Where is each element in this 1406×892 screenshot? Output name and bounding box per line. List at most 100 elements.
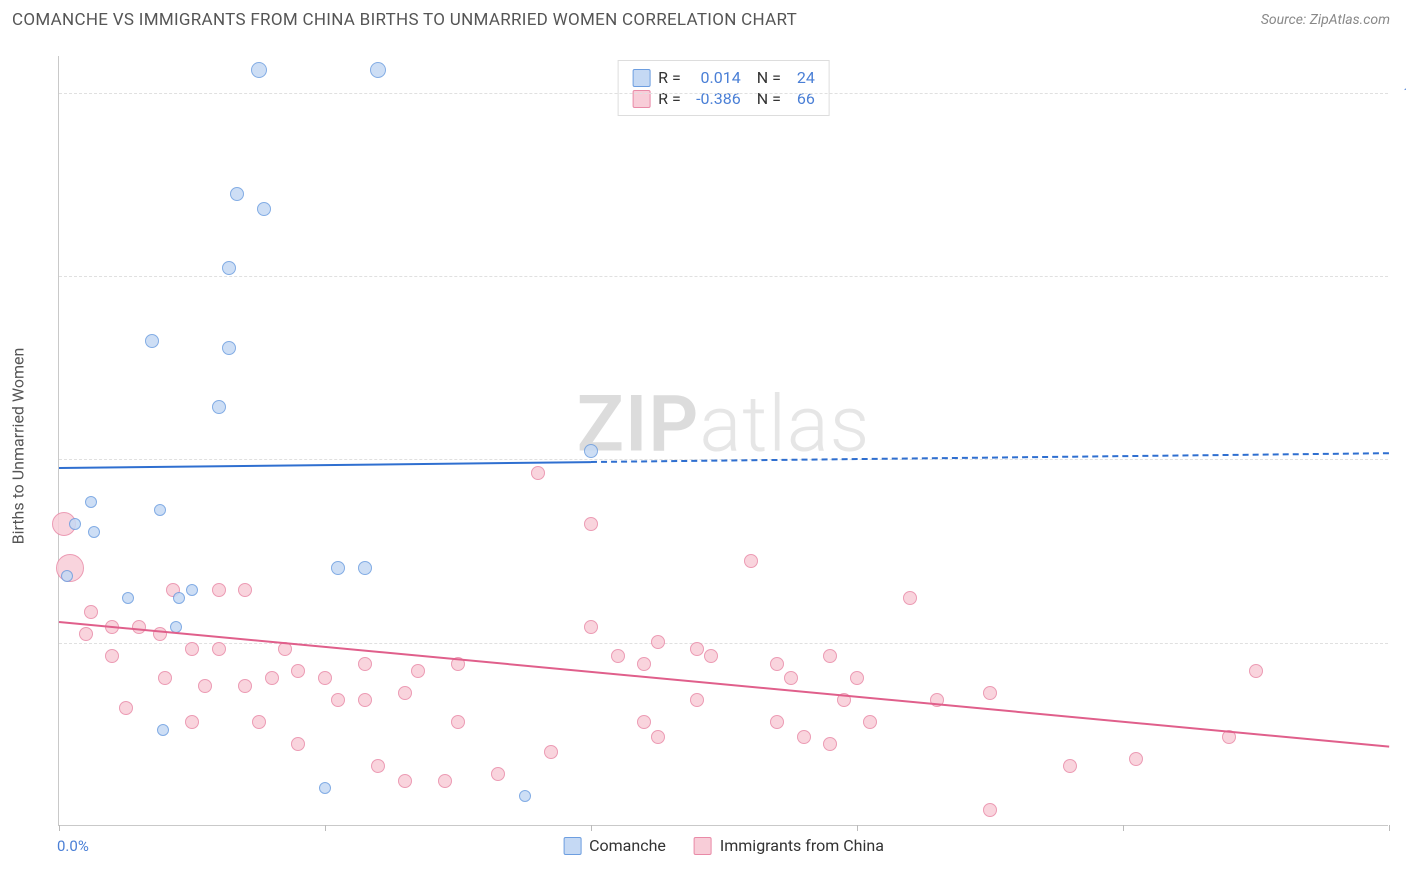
data-point-china — [411, 664, 425, 678]
data-point-china — [823, 737, 837, 751]
data-point-comanche — [331, 561, 345, 575]
data-point-comanche — [122, 592, 134, 604]
data-point-china — [651, 730, 665, 744]
data-point-china — [371, 759, 385, 773]
data-point-comanche — [251, 62, 267, 78]
legend-swatch-icon — [563, 837, 581, 855]
data-point-comanche — [370, 62, 386, 78]
data-point-china — [265, 671, 279, 685]
data-point-china — [637, 715, 651, 729]
legend-row-comanche: R = 0.014 N = 24 — [632, 67, 815, 88]
data-point-comanche — [222, 341, 236, 355]
data-point-china — [770, 715, 784, 729]
data-point-china — [850, 671, 864, 685]
data-point-comanche — [186, 584, 198, 596]
data-point-china — [212, 642, 226, 656]
data-point-china — [863, 715, 877, 729]
data-point-china — [983, 686, 997, 700]
data-point-china — [637, 657, 651, 671]
data-point-china — [84, 605, 98, 619]
gridline — [59, 93, 1388, 94]
x-tick — [1389, 825, 1390, 831]
data-point-china — [398, 774, 412, 788]
data-point-china — [983, 803, 997, 817]
data-point-china — [119, 701, 133, 715]
data-point-china — [451, 715, 465, 729]
data-point-china — [690, 642, 704, 656]
legend-swatch-comanche — [632, 69, 650, 87]
data-point-comanche — [222, 261, 236, 275]
legend-row-china: R = -0.386 N = 66 — [632, 88, 815, 109]
data-point-china — [611, 649, 625, 663]
x-tick — [857, 825, 858, 831]
data-point-comanche — [88, 526, 100, 538]
data-point-china — [398, 686, 412, 700]
data-point-comanche — [519, 790, 531, 802]
data-point-china — [1249, 664, 1263, 678]
data-point-china — [1129, 752, 1143, 766]
data-point-china — [185, 642, 199, 656]
data-point-china — [770, 657, 784, 671]
gridline — [59, 276, 1388, 277]
chart-plot-area: ZIPatlas R = 0.014 N = 24 R = -0.386 N =… — [58, 56, 1388, 826]
data-point-china — [784, 671, 798, 685]
data-point-china — [132, 620, 146, 634]
data-point-comanche — [69, 518, 81, 530]
x-tick — [1123, 825, 1124, 831]
data-point-comanche — [212, 400, 226, 414]
data-point-china — [903, 591, 917, 605]
trendline-comanche-dashed — [591, 452, 1389, 463]
legend-swatch-icon — [694, 837, 712, 855]
data-point-china — [797, 730, 811, 744]
data-point-china — [438, 774, 452, 788]
legend-item-comanche: Comanche — [563, 836, 666, 855]
data-point-comanche — [61, 570, 73, 582]
data-point-china — [358, 657, 372, 671]
data-point-comanche — [319, 782, 331, 794]
data-point-china — [291, 664, 305, 678]
data-point-china — [291, 737, 305, 751]
data-point-china — [318, 671, 332, 685]
data-point-china — [823, 649, 837, 663]
x-start-label: 0.0% — [57, 837, 89, 855]
data-point-china — [1063, 759, 1077, 773]
source-label: Source: ZipAtlas.com — [1261, 12, 1390, 28]
data-point-china — [212, 583, 226, 597]
data-point-comanche — [173, 592, 185, 604]
data-point-comanche — [584, 444, 598, 458]
data-point-comanche — [230, 187, 244, 201]
x-tick — [59, 825, 60, 831]
data-point-china — [544, 745, 558, 759]
data-point-comanche — [85, 496, 97, 508]
data-point-china — [651, 635, 665, 649]
data-point-comanche — [145, 334, 159, 348]
data-point-china — [704, 649, 718, 663]
data-point-china — [185, 715, 199, 729]
data-point-comanche — [358, 561, 372, 575]
data-point-china — [238, 679, 252, 693]
data-point-china — [158, 671, 172, 685]
data-point-china — [358, 693, 372, 707]
data-point-china — [491, 767, 505, 781]
data-point-comanche — [157, 724, 169, 736]
data-point-china — [252, 715, 266, 729]
x-tick — [591, 825, 592, 831]
data-point-china — [584, 517, 598, 531]
data-point-china — [198, 679, 212, 693]
data-point-china — [584, 620, 598, 634]
x-tick — [325, 825, 326, 831]
data-point-comanche — [257, 202, 271, 216]
series-legend: Comanche Immigrants from China — [563, 836, 884, 855]
data-point-china — [331, 693, 345, 707]
data-point-china — [531, 466, 545, 480]
correlation-legend: R = 0.014 N = 24 R = -0.386 N = 66 — [617, 60, 830, 116]
y-axis-title: Births to Unmarried Women — [9, 348, 28, 545]
data-point-china — [105, 649, 119, 663]
data-point-china — [690, 693, 704, 707]
data-point-china — [238, 583, 252, 597]
data-point-china — [744, 554, 758, 568]
chart-title: COMANCHE VS IMMIGRANTS FROM CHINA BIRTHS… — [12, 10, 797, 30]
data-point-china — [79, 627, 93, 641]
data-point-comanche — [154, 504, 166, 516]
legend-item-china: Immigrants from China — [694, 836, 884, 855]
